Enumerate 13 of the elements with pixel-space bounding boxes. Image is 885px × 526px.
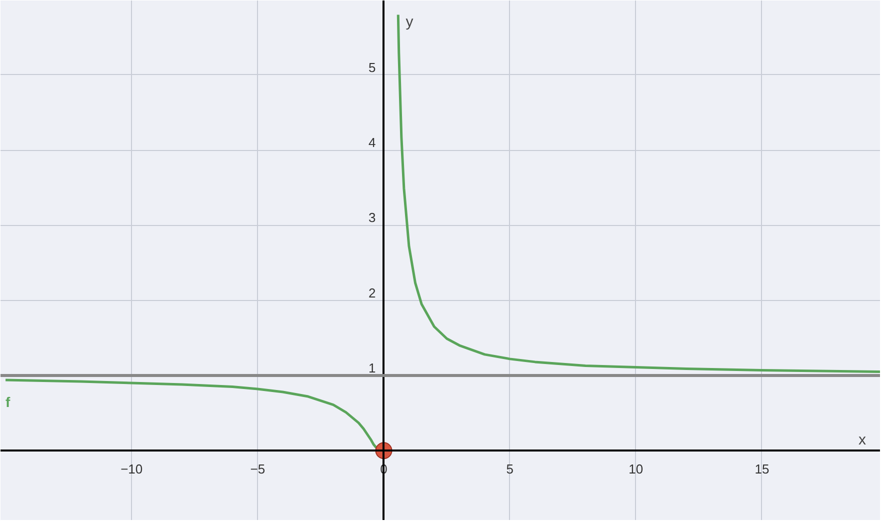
y-axis-title: y: [406, 14, 414, 30]
y-tick-label: 3: [368, 210, 376, 226]
x-tick-label: −5: [250, 462, 266, 477]
y-tick-label: 1: [368, 360, 376, 376]
x-tick-label: 5: [506, 462, 514, 477]
y-tick-label: 5: [368, 60, 376, 75]
x-axis-title: x: [858, 432, 866, 449]
series-label: f: [6, 394, 11, 410]
x-tick-label: 15: [754, 462, 770, 477]
y-tick-label: 4: [368, 135, 376, 150]
x-tick-label: −10: [120, 462, 143, 477]
y-tick-label: 2: [368, 285, 376, 300]
x-tick-label: 10: [628, 462, 644, 477]
